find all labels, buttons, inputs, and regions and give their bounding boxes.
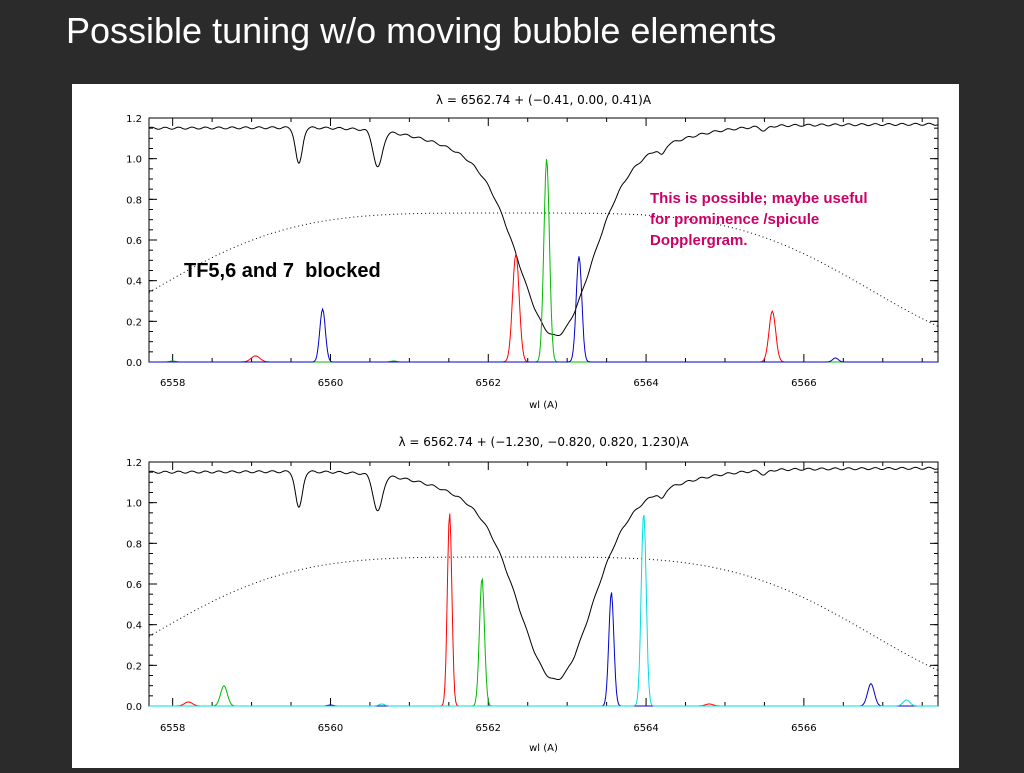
chart-1-ytick-label-1: 1.0 bbox=[126, 155, 142, 166]
chart-2-ytick-label-0.2: 0.2 bbox=[126, 661, 142, 672]
slide-title: Possible tuning w/o moving bubble elemen… bbox=[66, 10, 777, 51]
chart-1-series-0-spectrum bbox=[148, 122, 939, 336]
chart-1-xlabel: wl (A) bbox=[529, 400, 558, 411]
chart-2-ytick-label-0.8: 0.8 bbox=[126, 539, 142, 550]
chart-2-series-5-peaks bbox=[149, 515, 938, 707]
chart-2-xlabel: wl (A) bbox=[529, 743, 558, 754]
chart-2-ytick-label-0.6: 0.6 bbox=[126, 580, 142, 591]
chart-1-ytick-label-0: 0.0 bbox=[126, 358, 142, 369]
chart-2-ytick-label-0: 0.0 bbox=[126, 702, 142, 713]
chart-2-ytick-label-1.2: 1.2 bbox=[126, 458, 142, 469]
chart-1-xtick-label-6564: 6564 bbox=[633, 378, 658, 389]
chart-1-ytick-label-0.8: 0.8 bbox=[126, 195, 142, 206]
chart-2-title: λ = 6562.74 + (−1.230, −0.820, 0.820, 1.… bbox=[398, 435, 689, 449]
chart-2-xtick-label-6560: 6560 bbox=[318, 723, 343, 734]
chart-2-series-1-envelope bbox=[148, 556, 939, 671]
chart-2-series-4-peaks bbox=[149, 592, 938, 707]
chart-2-xtick-label-6562: 6562 bbox=[476, 723, 501, 734]
chart-1-series-4-peaks bbox=[149, 256, 938, 363]
chart-1-ytick-label-0.2: 0.2 bbox=[126, 317, 142, 328]
chart-2-xtick-label-6566: 6566 bbox=[791, 723, 816, 734]
chart-1-ytick-label-0.4: 0.4 bbox=[126, 277, 142, 288]
chart-2-ytick-label-0.4: 0.4 bbox=[126, 621, 142, 632]
chart-1-xtick-label-6558: 6558 bbox=[160, 378, 185, 389]
chart-1-ytick-label-1.2: 1.2 bbox=[126, 114, 142, 125]
annotation-blocked: TF5,6 and 7 blocked bbox=[184, 260, 381, 282]
chart-2-series-2-peaks bbox=[149, 513, 938, 707]
chart-2-xtick-label-6564: 6564 bbox=[633, 723, 658, 734]
chart-1-ytick-label-0.6: 0.6 bbox=[126, 236, 142, 247]
chart-1-xtick-label-6560: 6560 bbox=[318, 378, 343, 389]
chart-2-xtick-label-6558: 6558 bbox=[160, 723, 185, 734]
figure-svg: λ = 6562.74 + (−0.41, 0.00, 0.41)A 6558 65… bbox=[126, 93, 939, 754]
chart-2-ytick-label-1: 1.0 bbox=[126, 499, 142, 510]
figure-panel: λ = 6562.74 + (−0.41, 0.00, 0.41)A 6558 65… bbox=[72, 84, 959, 768]
chart-2-series-3-peaks bbox=[149, 577, 938, 707]
chart-1-title: λ = 6562.74 + (−0.41, 0.00, 0.41)A bbox=[436, 93, 652, 107]
annotation-possible: This is possible; maybe useful for promi… bbox=[650, 190, 868, 249]
chart-1-xtick-label-6562: 6562 bbox=[476, 378, 501, 389]
chart-2-series-0-spectrum bbox=[148, 466, 939, 680]
chart-1-xtick-label-6566: 6566 bbox=[791, 378, 816, 389]
